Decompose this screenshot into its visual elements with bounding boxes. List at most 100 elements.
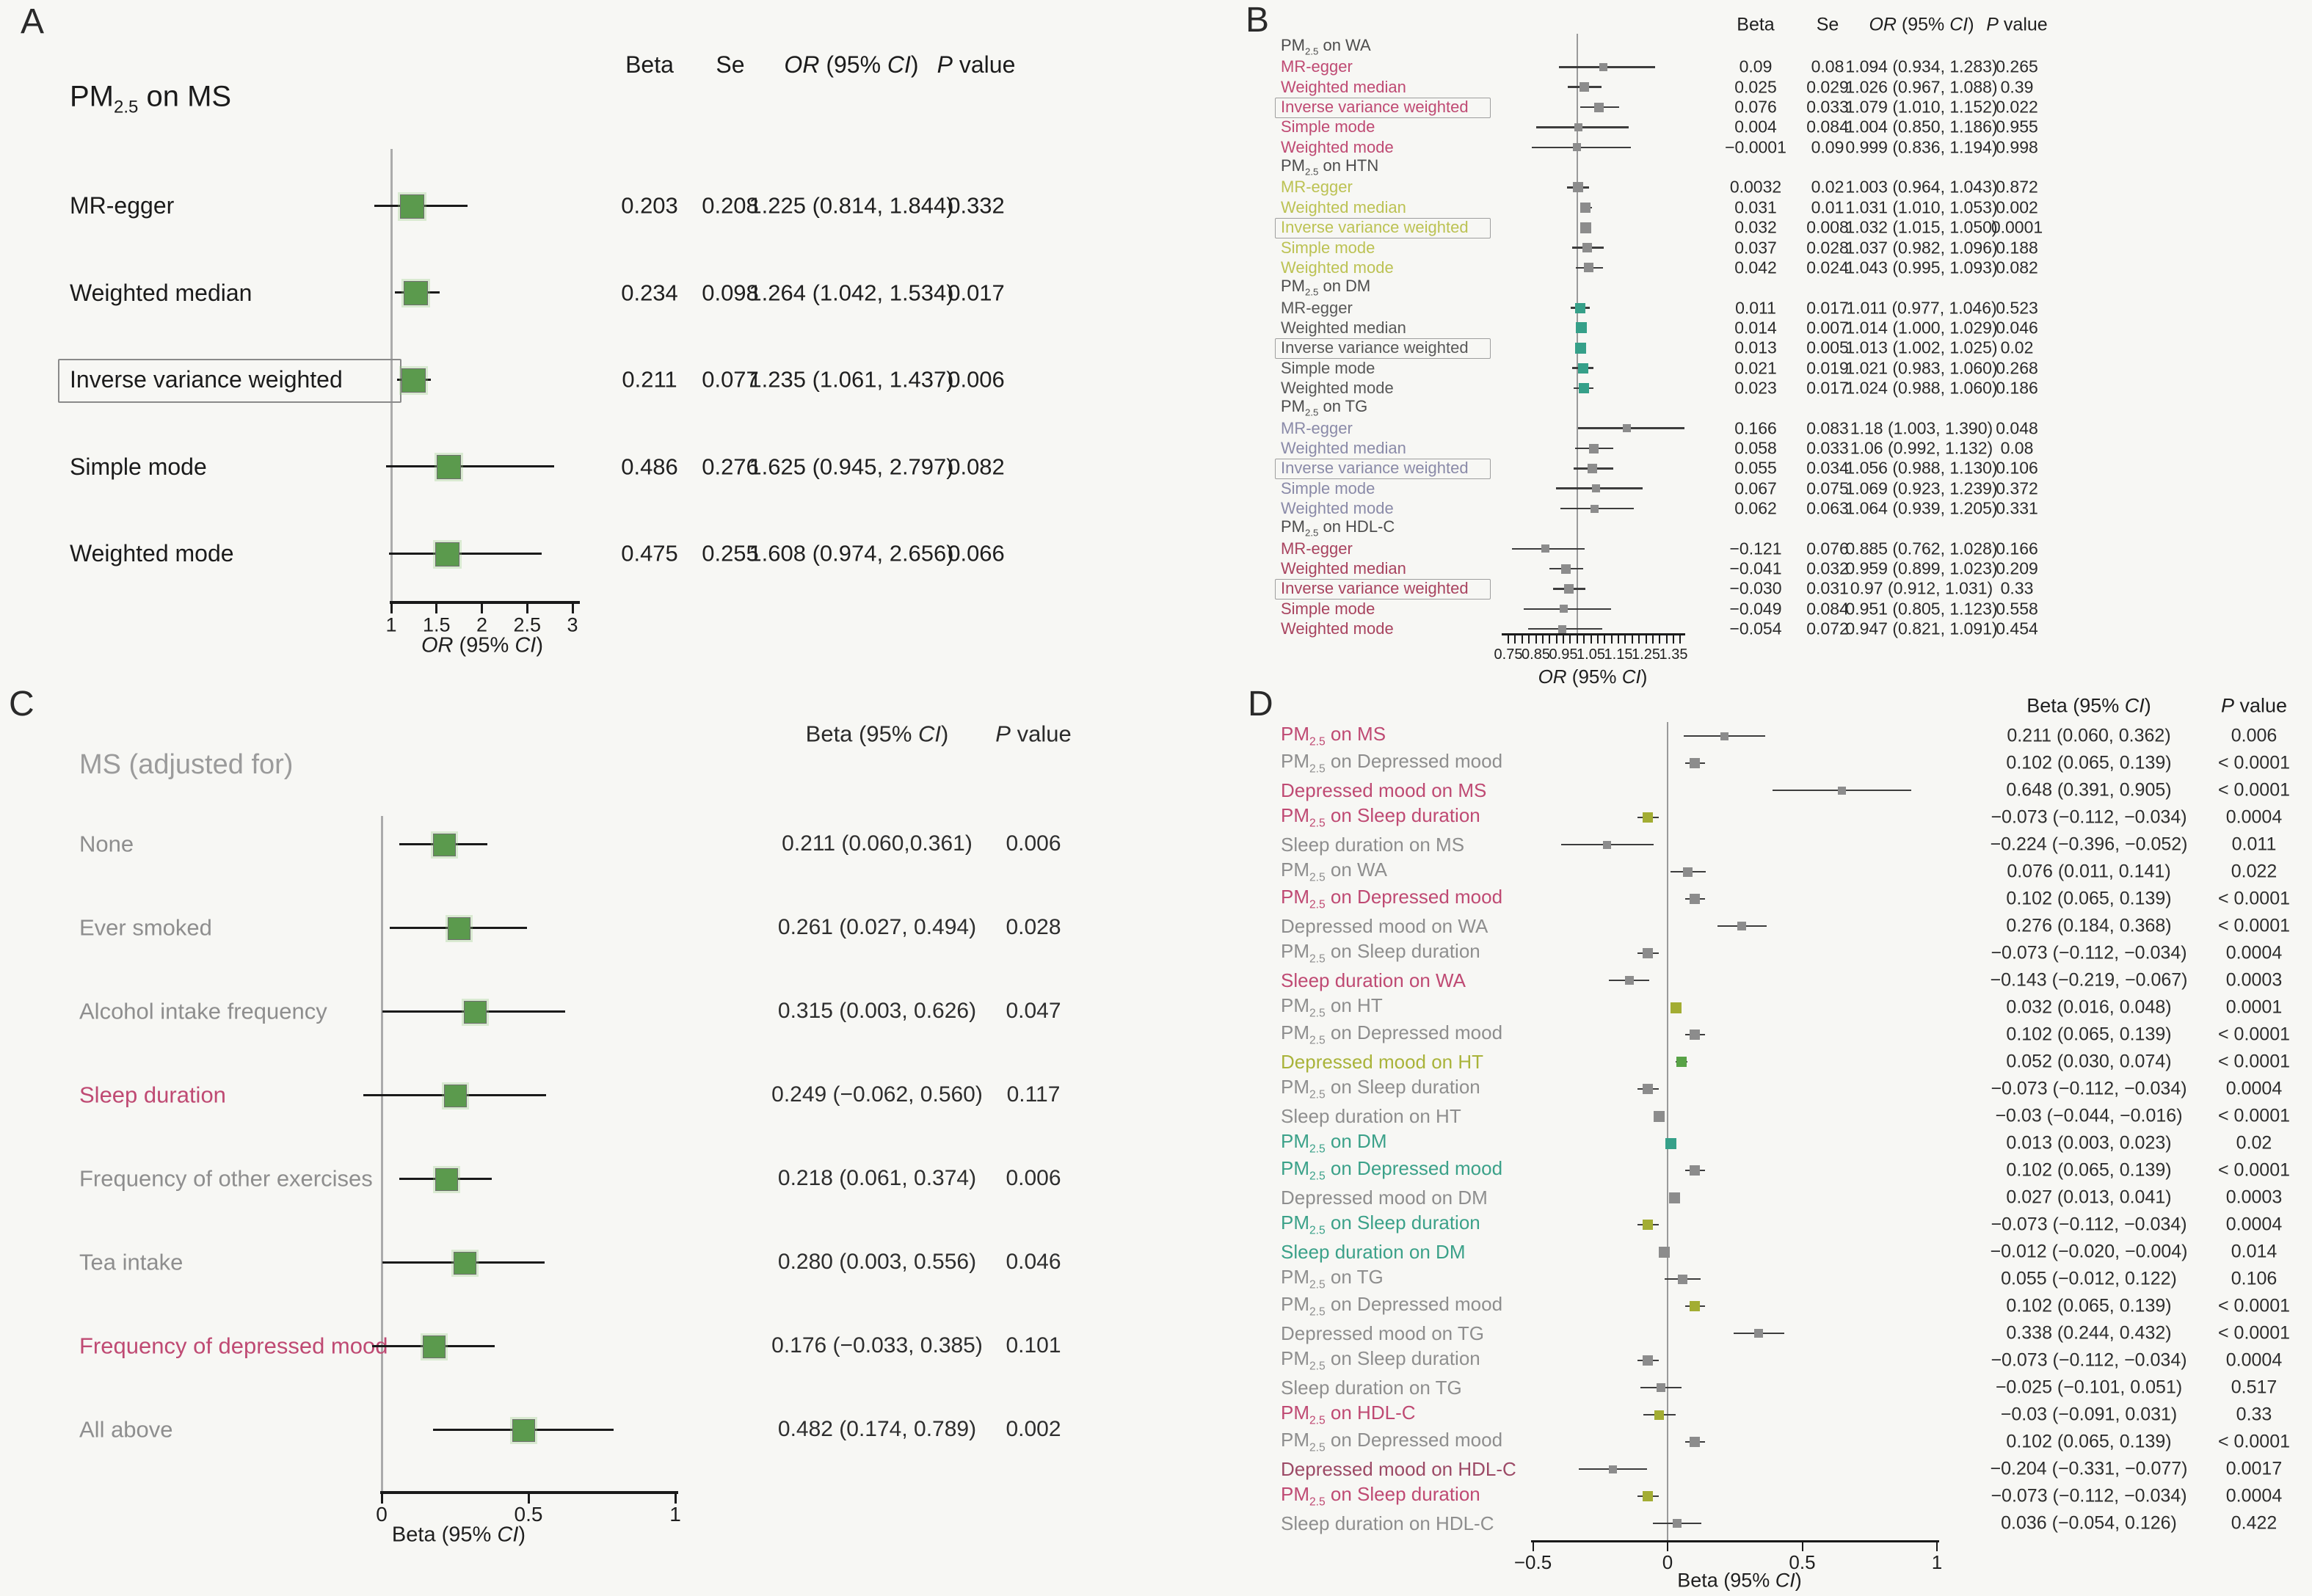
cell-beta: 0.014 [1734,318,1777,338]
row-label: Weighted mode [1281,378,1394,397]
x-axis [1502,633,1685,635]
group-header-label: PM2.5 on WA [1281,36,1371,57]
axis-minor-tick [1624,633,1626,644]
column-header: Beta [1737,14,1775,35]
row-label: MR-egger [1281,298,1353,317]
ci-whisker [1684,897,1705,900]
row-label: PM2.5 on WA [1281,859,1387,884]
axis-minor-tick [1590,633,1592,644]
point-estimate-marker [1572,143,1581,152]
ci-whisker [1523,608,1611,611]
cell-beta-ci: 0.315 (0.003, 0.626) [777,999,977,1023]
row-label: Weighted median [1281,439,1406,457]
ci-whisker [1549,567,1584,570]
cell-beta-ci: 0.032 (0.016, 0.048) [2006,996,2172,1018]
axis-tick-label: 1 [385,613,397,635]
axis-tick-label: 0.5 [514,1503,543,1526]
cell-p: 0.082 [1996,258,2038,277]
cell-se: 0.028 [1806,238,1849,257]
point-estimate-marker [1643,1220,1654,1230]
cell-or-ci: 1.064 (0.939, 1.205) [1845,498,1998,518]
axis-tick [1673,633,1674,644]
x-axis-label: OR (95% CI) [1538,666,1648,688]
axis-tick [1532,1540,1534,1551]
point-estimate-marker [435,1167,458,1191]
point-estimate-marker [1572,182,1583,193]
cell-p: 0.188 [1996,238,2038,257]
row-label: PM2.5 on Depressed mood [1281,1021,1503,1047]
cell-p: 0.106 [2231,1268,2278,1289]
cell-p: 0.454 [1996,619,2038,638]
cell-se: 0.032 [1806,558,1849,578]
cell-beta-ci: 0.261 (0.027, 0.494) [777,915,977,939]
cell-beta: 0.042 [1734,258,1777,277]
ci-whisker [1684,1033,1705,1036]
cell-beta: 0.211 [622,366,677,393]
point-estimate-marker [1574,302,1585,313]
ci-whisker [1640,1386,1682,1389]
cell-beta-ci: −0.073 (−0.112, −0.034) [1991,942,2187,963]
column-header: P value [1986,14,2048,35]
row-label: Weighted mode [1281,619,1394,638]
cell-p: 0.0004 [2225,1485,2283,1506]
cell-p: 0.558 [1996,599,2038,619]
ci-whisker [1574,387,1594,390]
ci-whisker [1668,1142,1674,1145]
cell-beta-ci: −0.012 (−0.020, −0.004) [1990,1241,2188,1262]
cell-se: 0.033 [1806,97,1849,117]
row-label: Simple mode [1281,478,1375,498]
cell-or-ci: 1.011 (0.977, 1.046) [1846,298,1997,318]
point-estimate-marker [1673,1519,1682,1528]
cell-beta-ci: 0.280 (0.003, 0.556) [777,1250,977,1274]
axis-minor-tick [1596,633,1599,644]
cell-p: < 0.0001 [2217,1295,2291,1316]
cell-beta-ci: 0.013 (0.003, 0.023) [2006,1132,2172,1154]
axis-minor-tick [1604,633,1606,644]
row-label: Depressed mood on MS [1281,779,1487,801]
row-label: MR-egger [1281,178,1353,197]
ivw-box [1275,98,1491,119]
ivw-box [1275,579,1491,600]
axis-minor-tick [1638,633,1640,644]
column-header: Beta (95% CI) [805,721,949,747]
row-label: PM2.5 on Depressed mood [1281,1157,1503,1183]
cell-p: 0.0001 [2225,996,2283,1018]
axis-tick-label: 1.25 [1632,646,1660,663]
cell-p: 0.02 [2000,338,2034,357]
row-label: Sleep duration on HT [1281,1105,1461,1127]
cell-p: 0.268 [1996,358,2038,378]
reference-line [380,816,383,1494]
cell-beta: −0.054 [1729,619,1782,638]
axis-tick-label: −0.5 [1513,1551,1552,1573]
point-estimate-marker [1584,263,1594,273]
point-estimate-marker [1754,1329,1764,1338]
row-label: Depressed mood on WA [1281,915,1488,937]
cell-p: 0.332 [948,192,1005,219]
cell-p: < 0.0001 [2217,888,2291,909]
row-label: Inverse variance weighted [1281,218,1469,237]
axis-tick [1590,633,1592,644]
cell-se: 0.063 [1806,498,1849,518]
cell-or-ci: 1.264 (1.042, 1.534) [749,280,954,305]
point-estimate-marker [1577,362,1588,374]
ivw-box [1275,338,1491,360]
axis-tick-label: 0.85 [1522,646,1550,663]
point-estimate-marker [1676,1057,1687,1067]
cell-p: 0.0004 [2225,1078,2283,1099]
ci-whisker [1568,86,1602,88]
cell-p: 0.002 [1996,197,2038,217]
point-estimate-marker [453,1251,476,1275]
cell-p: 0.006 [1006,831,1061,856]
cell-p: < 0.0001 [2217,1431,2291,1452]
cell-beta-ci: 0.338 (0.244, 0.432) [2006,1322,2172,1344]
x-axis-label: OR (95% CI) [421,633,543,657]
axis-tick [1645,633,1647,644]
point-estimate-marker [1683,867,1693,877]
ci-whisker [1527,627,1602,630]
ci-whisker [1637,952,1659,955]
cell-beta: 0.067 [1734,478,1777,498]
cell-or-ci: 1.014 (1.000, 1.029) [1845,318,1998,338]
